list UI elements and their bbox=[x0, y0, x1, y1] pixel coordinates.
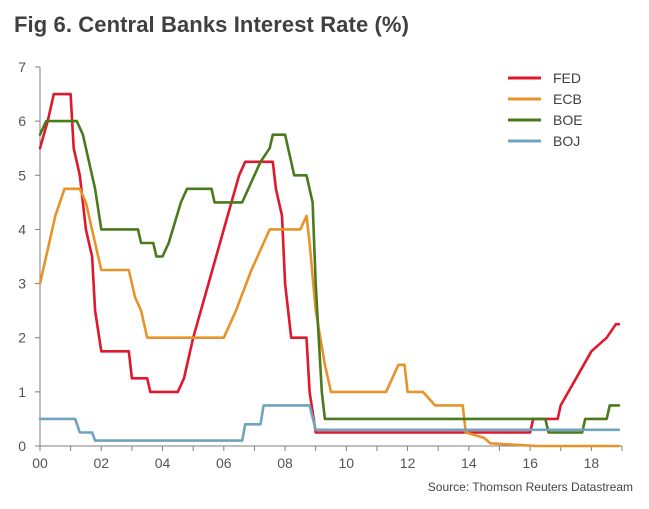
y-tick-label: 2 bbox=[18, 330, 26, 346]
chart-legend: FED ECB BOE BOJ bbox=[508, 70, 583, 149]
y-tick-label: 4 bbox=[18, 221, 26, 237]
x-tick-label: 16 bbox=[522, 455, 538, 471]
chart-title: Fig 6. Central Banks Interest Rate (%) bbox=[14, 12, 410, 37]
y-tick-label: 1 bbox=[18, 384, 26, 400]
x-tick-label: 08 bbox=[277, 455, 293, 471]
x-tick-label: 06 bbox=[216, 455, 232, 471]
y-tick-label: 3 bbox=[18, 276, 26, 292]
x-tick-label: 10 bbox=[339, 455, 355, 471]
y-tick-label: 5 bbox=[18, 167, 26, 183]
series-line-boj bbox=[38, 404, 621, 442]
x-tick-label: 12 bbox=[400, 455, 416, 471]
series-line-boe bbox=[38, 119, 621, 434]
y-tick-label: 7 bbox=[18, 59, 26, 75]
x-tick-label: 02 bbox=[93, 455, 109, 471]
legend-label-fed: FED bbox=[553, 70, 581, 86]
x-tick-label: 18 bbox=[584, 455, 600, 471]
legend-label-boe: BOE bbox=[553, 112, 583, 128]
x-tick-label: 04 bbox=[155, 455, 171, 471]
x-tick-label: 14 bbox=[461, 455, 477, 471]
legend-label-ecb: ECB bbox=[553, 91, 582, 107]
source-note: Source: Thomson Reuters Datastream bbox=[427, 480, 633, 494]
chart-series bbox=[38, 92, 621, 448]
legend-label-boj: BOJ bbox=[553, 133, 580, 149]
series-line-ecb bbox=[38, 187, 621, 448]
y-tick-label: 0 bbox=[18, 438, 26, 454]
y-tick-label: 6 bbox=[18, 113, 26, 129]
x-tick-label: 00 bbox=[32, 455, 48, 471]
